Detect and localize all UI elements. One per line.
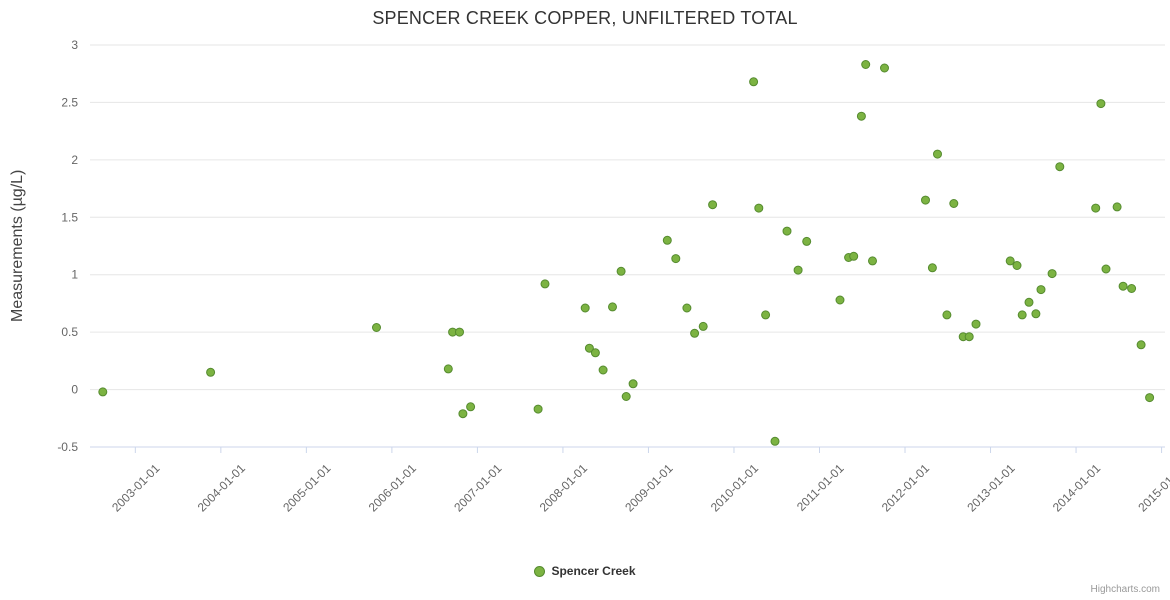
data-point[interactable]: [628, 379, 638, 389]
data-point[interactable]: [533, 404, 543, 414]
data-point[interactable]: [372, 323, 381, 332]
data-point[interactable]: [458, 409, 468, 419]
data-point[interactable]: [98, 387, 108, 397]
data-point[interactable]: [662, 235, 672, 245]
chart-title: SPENCER CREEK COPPER, UNFILTERED TOTAL: [372, 8, 798, 28]
x-axis-tick-label: 2007-01-01: [451, 461, 505, 515]
data-point[interactable]: [671, 254, 681, 264]
legend-series-label: Spencer Creek: [551, 564, 636, 578]
data-point[interactable]: [621, 392, 631, 401]
x-axis-tick-label: 2004-01-01: [195, 461, 249, 515]
y-axis-tick-label: 2.5: [61, 95, 78, 109]
data-point[interactable]: [1118, 281, 1128, 291]
legend-item-spencer-creek[interactable]: Spencer Creek: [0, 564, 1170, 578]
x-axis-tick-label: 2008-01-01: [537, 461, 591, 515]
x-axis-tick-label: 2013-01-01: [964, 461, 1018, 515]
data-point[interactable]: [1145, 393, 1155, 403]
data-point[interactable]: [698, 321, 708, 331]
y-axis-tick-label: 3: [71, 38, 78, 52]
y-axis-tick-label: 1.5: [61, 210, 78, 224]
data-point[interactable]: [608, 302, 617, 312]
data-point[interactable]: [1091, 203, 1101, 213]
data-point[interactable]: [793, 265, 803, 275]
y-axis-tick-label: 0: [71, 383, 78, 397]
x-axis-tick-label: 2015-01-01: [1135, 461, 1170, 515]
data-point[interactable]: [590, 348, 600, 358]
data-point[interactable]: [690, 328, 700, 338]
data-point[interactable]: [1031, 309, 1041, 319]
data-point[interactable]: [466, 402, 476, 412]
x-axis-tick-label: 2006-01-01: [366, 461, 420, 515]
data-point[interactable]: [849, 251, 859, 261]
x-axis-tick-label: 2012-01-01: [879, 461, 933, 515]
data-point[interactable]: [1036, 285, 1046, 295]
data-point[interactable]: [1136, 340, 1146, 350]
x-axis-tick-label: 2005-01-01: [280, 461, 334, 515]
data-point[interactable]: [927, 263, 937, 273]
x-axis-tick-label: 2010-01-01: [708, 461, 762, 515]
data-point[interactable]: [443, 364, 453, 374]
data-point[interactable]: [682, 303, 692, 313]
data-point[interactable]: [835, 295, 845, 305]
data-point[interactable]: [1101, 264, 1111, 274]
data-point[interactable]: [880, 63, 889, 73]
data-point[interactable]: [580, 303, 590, 313]
y-axis-tick-label: -0.5: [57, 440, 78, 454]
data-point[interactable]: [540, 279, 550, 289]
data-point[interactable]: [1047, 269, 1057, 279]
data-point[interactable]: [754, 203, 764, 213]
data-point[interactable]: [949, 199, 959, 208]
y-axis-tick-label: 2: [71, 153, 78, 167]
x-axis-tick-label: 2011-01-01: [794, 461, 847, 514]
data-point[interactable]: [802, 236, 812, 246]
data-point[interactable]: [455, 327, 464, 337]
data-point[interactable]: [782, 226, 792, 236]
legend-marker-icon: [534, 565, 546, 577]
y-axis-tick-label: 0.5: [61, 325, 78, 339]
y-axis-tick-label: 1: [71, 268, 78, 282]
data-point[interactable]: [1012, 261, 1022, 270]
data-point[interactable]: [1127, 284, 1137, 293]
x-axis-tick-label: 2014-01-01: [1050, 461, 1104, 515]
data-point[interactable]: [1005, 256, 1015, 266]
x-axis-tick-label: 2009-01-01: [622, 461, 676, 515]
data-point[interactable]: [761, 310, 771, 320]
data-point[interactable]: [598, 365, 608, 375]
data-point[interactable]: [933, 149, 942, 159]
data-point[interactable]: [1096, 99, 1106, 109]
data-point[interactable]: [942, 310, 952, 320]
data-point[interactable]: [868, 256, 877, 266]
data-point[interactable]: [616, 266, 626, 276]
data-point[interactable]: [861, 60, 871, 69]
data-point[interactable]: [749, 77, 759, 87]
data-point[interactable]: [708, 200, 718, 210]
data-point[interactable]: [206, 367, 216, 377]
data-point[interactable]: [1017, 310, 1027, 320]
data-point[interactable]: [1112, 202, 1122, 212]
data-point[interactable]: [856, 111, 866, 121]
data-point[interactable]: [1024, 297, 1034, 307]
data-point[interactable]: [584, 343, 594, 353]
data-point[interactable]: [1055, 162, 1065, 172]
data-point[interactable]: [971, 319, 981, 329]
data-point[interactable]: [921, 195, 930, 205]
data-point[interactable]: [964, 332, 974, 342]
x-axis-tick-label: 2003-01-01: [109, 461, 163, 515]
data-point[interactable]: [770, 436, 780, 446]
highcharts-credits-link[interactable]: Highcharts.com: [1090, 584, 1160, 595]
